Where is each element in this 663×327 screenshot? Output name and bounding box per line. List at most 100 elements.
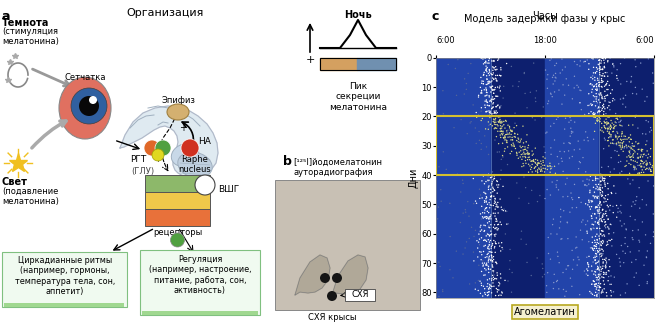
Point	[588, 193, 599, 198]
Point	[482, 103, 493, 108]
Point	[587, 199, 597, 204]
Point	[492, 67, 503, 72]
Point	[596, 217, 607, 223]
Point	[593, 105, 604, 110]
Point	[497, 289, 507, 295]
Point	[642, 161, 652, 166]
Point	[485, 98, 496, 103]
Text: СХЯ крысы: СХЯ крысы	[308, 313, 356, 322]
Point	[583, 261, 593, 267]
Point	[501, 132, 511, 137]
Point	[473, 246, 483, 251]
Point	[581, 271, 591, 277]
Point	[477, 204, 487, 209]
Point	[549, 272, 560, 277]
Point	[495, 126, 506, 131]
Point	[589, 129, 600, 134]
Point	[496, 67, 507, 72]
Point	[506, 64, 516, 69]
Point	[592, 266, 603, 271]
Point	[489, 176, 500, 181]
Point	[509, 144, 520, 149]
Point	[538, 104, 548, 110]
Point	[590, 257, 601, 263]
Point	[593, 62, 603, 67]
Bar	[545, 58, 599, 298]
Point	[505, 124, 515, 129]
Point	[495, 243, 505, 249]
Point	[613, 134, 623, 140]
Point	[468, 250, 479, 255]
Point	[548, 286, 559, 291]
Point	[593, 222, 604, 227]
Point	[493, 222, 503, 227]
Point	[481, 239, 492, 244]
Point	[481, 216, 492, 221]
Point	[595, 116, 605, 121]
Point	[480, 214, 491, 219]
Point	[503, 278, 513, 284]
Point	[614, 120, 625, 125]
Point	[473, 240, 484, 245]
Point	[489, 277, 499, 283]
Point	[509, 125, 519, 130]
Point	[475, 196, 485, 201]
Point	[588, 137, 599, 142]
Point	[495, 271, 506, 277]
Point	[588, 185, 599, 190]
Point	[576, 219, 587, 225]
Point	[601, 270, 611, 275]
Point	[476, 141, 487, 146]
Point	[625, 155, 635, 160]
Point	[587, 222, 597, 227]
Point	[628, 144, 638, 149]
Point	[527, 169, 538, 175]
Point	[625, 151, 635, 157]
Point	[507, 128, 517, 133]
Point	[481, 82, 491, 87]
Point	[545, 170, 556, 175]
Point	[603, 242, 613, 247]
Point	[488, 280, 499, 285]
Point	[475, 75, 486, 80]
Point	[598, 229, 609, 234]
Point	[487, 106, 497, 111]
Point	[587, 240, 597, 245]
Point	[589, 243, 599, 249]
Point	[635, 155, 646, 160]
Point	[591, 260, 601, 266]
Point	[483, 237, 494, 242]
Point	[480, 223, 491, 228]
Point	[551, 75, 562, 80]
Point	[583, 264, 594, 269]
Point	[582, 260, 593, 265]
Point	[609, 230, 619, 235]
Point	[484, 247, 495, 252]
Point	[603, 135, 614, 140]
Point	[522, 150, 533, 155]
Point	[591, 69, 602, 74]
Point	[509, 142, 519, 147]
Point	[590, 121, 601, 126]
Point	[646, 169, 656, 174]
Point	[482, 77, 493, 82]
Point	[593, 77, 603, 83]
Point	[434, 164, 444, 169]
Point	[554, 225, 565, 231]
Point	[493, 222, 504, 227]
Point	[575, 58, 585, 63]
Point	[601, 93, 611, 98]
Point	[545, 192, 556, 198]
Point	[599, 106, 610, 112]
Polygon shape	[120, 106, 218, 178]
Point	[601, 213, 612, 218]
Point	[604, 257, 615, 262]
Point	[593, 264, 603, 269]
Point	[637, 197, 648, 202]
Point	[540, 156, 550, 161]
Polygon shape	[357, 58, 396, 70]
Point	[542, 167, 553, 172]
Point	[628, 237, 638, 242]
Point	[591, 244, 601, 249]
Point	[492, 270, 503, 275]
